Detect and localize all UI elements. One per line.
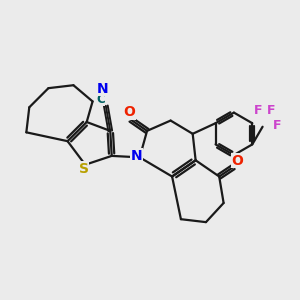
Text: C: C [96,93,105,106]
Text: N: N [130,149,142,163]
Text: O: O [124,105,135,119]
Text: O: O [231,154,243,168]
Text: F: F [273,119,282,132]
Text: F: F [254,104,262,117]
Text: F: F [267,104,276,117]
Text: N: N [97,82,109,96]
Text: S: S [79,162,89,176]
